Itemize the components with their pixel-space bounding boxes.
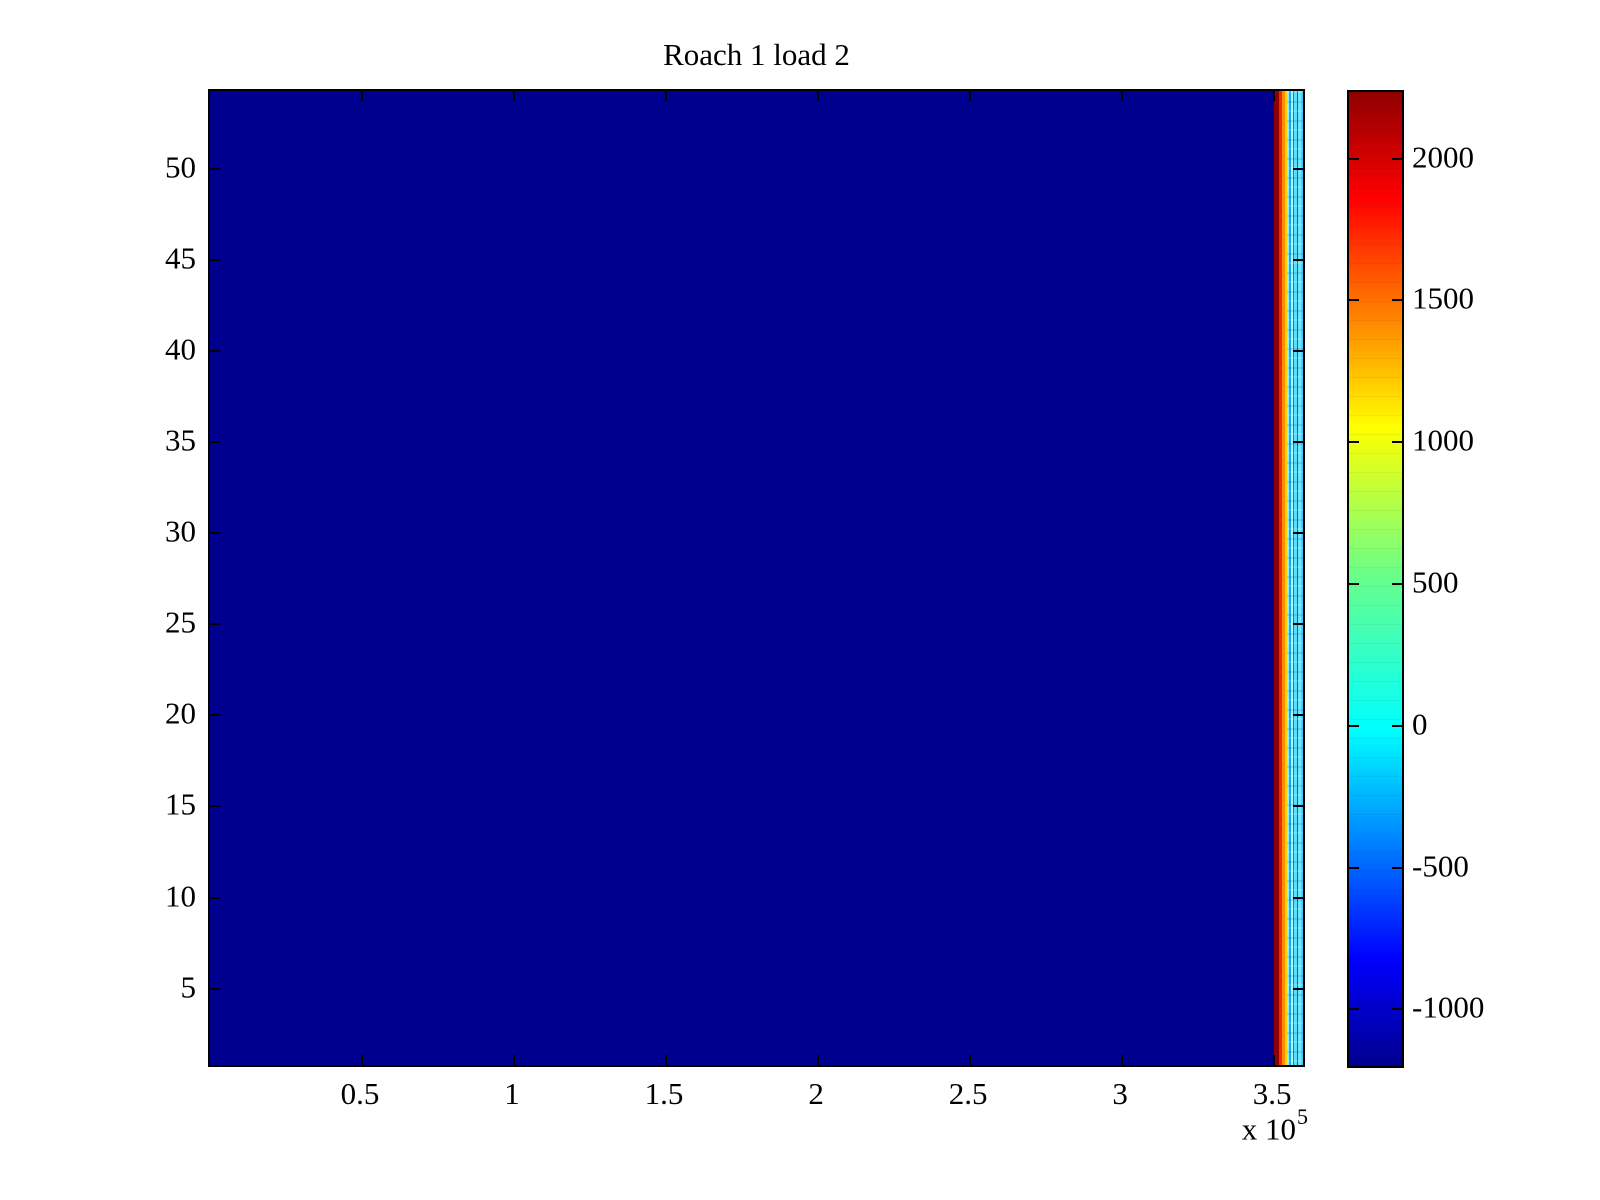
- colorbar-tick-label: 2000: [1412, 139, 1474, 175]
- colorbar-tick-mark-left: [1349, 441, 1359, 444]
- colorbar-tick-label: 500: [1412, 564, 1459, 600]
- y-tick-mark: [210, 259, 220, 262]
- y-tick-mark-right: [1293, 987, 1303, 990]
- x-axis-exponent-label: x 105: [1240, 1104, 1308, 1147]
- y-tick-mark-right: [1293, 350, 1303, 353]
- y-axis-tick-label: 50: [165, 149, 196, 185]
- colorbar-tick-label: -500: [1412, 848, 1469, 883]
- y-axis-tick-label: 20: [165, 695, 196, 731]
- y-tick-mark: [210, 987, 220, 990]
- y-axis-tick-label: 25: [165, 604, 196, 640]
- x-tick-mark-top: [817, 91, 820, 101]
- x-tick-mark: [665, 1055, 668, 1065]
- chart-title: Roach 1 load 2: [663, 37, 850, 72]
- x-tick-mark-top: [1273, 91, 1276, 101]
- x-tick-mark: [513, 1055, 516, 1065]
- y-tick-mark: [210, 714, 220, 717]
- x-axis-tick-label: 1: [504, 1076, 520, 1111]
- colorbar-tick-mark-right: [1392, 299, 1402, 302]
- x-axis-tick-label: 1.5: [644, 1076, 684, 1111]
- x-tick-mark-top: [969, 91, 972, 101]
- colorbar-tick-mark-right: [1392, 866, 1402, 869]
- colorbar-tick-mark-right: [1392, 582, 1402, 585]
- x-axis-tick-label: 2.5: [948, 1076, 988, 1111]
- x-tick-mark: [361, 1055, 364, 1065]
- colorbar-tick-mark-right: [1392, 724, 1402, 727]
- y-tick-mark-right: [1293, 532, 1303, 535]
- colorbar-tick-label: -1000: [1412, 989, 1485, 1025]
- exponent-prefix: x 10: [1241, 1111, 1296, 1147]
- colorbar-tick-mark-right: [1392, 441, 1402, 444]
- y-tick-mark: [210, 441, 220, 444]
- x-axis-tick-label: 2: [808, 1076, 824, 1111]
- y-tick-mark-right: [1293, 896, 1303, 899]
- colorbar: [1347, 90, 1404, 1068]
- y-tick-mark: [210, 532, 220, 535]
- colorbar-tick-mark-right: [1392, 157, 1402, 160]
- colorbar-tick-label: 1500: [1412, 280, 1474, 316]
- colorbar-tick-mark-left: [1349, 724, 1359, 727]
- y-tick-mark: [210, 805, 220, 808]
- y-tick-mark: [210, 623, 220, 626]
- exponent-value: 5: [1297, 1104, 1308, 1129]
- x-axis-tick-label: 0.5: [340, 1076, 380, 1111]
- y-tick-mark-right: [1293, 714, 1303, 717]
- x-axis-tick-label: 3.5: [1252, 1076, 1292, 1111]
- strip-band: [1284, 91, 1287, 1065]
- strip-band: [1279, 91, 1283, 1065]
- strip-band: [1274, 91, 1280, 1065]
- y-tick-mark-right: [1293, 805, 1303, 808]
- x-tick-mark: [817, 1055, 820, 1065]
- y-tick-mark-right: [1293, 168, 1303, 171]
- y-tick-mark: [210, 350, 220, 353]
- x-axis-tick-label: 3: [1112, 1076, 1128, 1111]
- x-tick-mark-top: [361, 91, 364, 101]
- colorbar-tick-mark-left: [1349, 866, 1359, 869]
- y-axis-tick-label: 30: [165, 513, 196, 549]
- x-tick-mark-top: [1121, 91, 1124, 101]
- y-tick-mark-right: [1293, 441, 1303, 444]
- colorbar-tick-mark-right: [1392, 1008, 1402, 1011]
- x-tick-mark: [1273, 1055, 1276, 1065]
- y-tick-mark: [210, 168, 220, 171]
- strip-band: [1282, 91, 1285, 1065]
- y-axis-tick-label: 40: [165, 331, 196, 367]
- y-axis-tick-label: 45: [165, 240, 196, 276]
- colorbar-tick-mark-left: [1349, 1008, 1359, 1011]
- x-tick-mark-top: [513, 91, 516, 101]
- heatmap-plot-area: [208, 89, 1305, 1067]
- y-axis-tick-label: 35: [165, 422, 196, 458]
- x-tick-mark-top: [665, 91, 668, 101]
- strip-band: [1286, 91, 1303, 1065]
- colorbar-tick-mark-left: [1349, 299, 1359, 302]
- y-axis-tick-label: 5: [180, 969, 197, 1005]
- y-tick-mark: [210, 896, 220, 899]
- colorbar-tick-mark-left: [1349, 157, 1359, 160]
- colorbar-tick-mark-left: [1349, 582, 1359, 585]
- colorbar-banding-overlay: [1349, 92, 1402, 1066]
- y-tick-mark-right: [1293, 259, 1303, 262]
- x-tick-mark: [1121, 1055, 1124, 1065]
- colorbar-tick-label: 0: [1412, 706, 1428, 742]
- colorbar-gradient: [1349, 92, 1402, 1066]
- colorbar-tick-label: 1000: [1412, 422, 1474, 458]
- y-axis-tick-label: 10: [165, 878, 196, 913]
- y-tick-mark-right: [1293, 623, 1303, 626]
- x-tick-mark: [969, 1055, 972, 1065]
- y-axis-tick-label: 15: [165, 786, 196, 822]
